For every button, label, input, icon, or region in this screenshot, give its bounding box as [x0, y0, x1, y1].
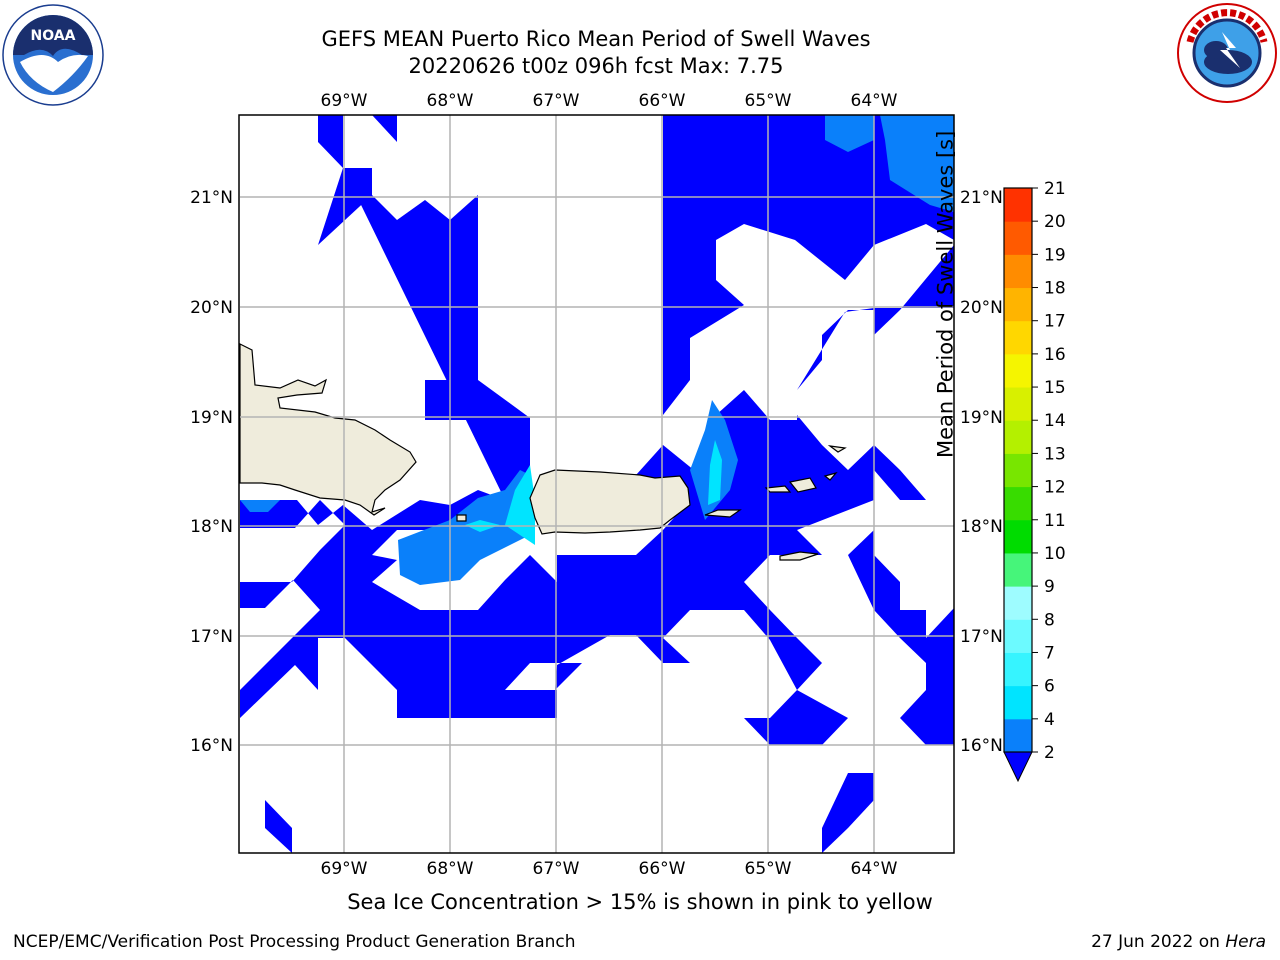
lon-tick-label: 64°W	[851, 859, 898, 879]
lon-tick-label: 67°W	[533, 91, 580, 111]
colorbar-segment	[1004, 420, 1032, 454]
colorbar-segment	[1004, 221, 1032, 255]
colorbar-segment	[1004, 586, 1032, 620]
map-frame	[238, 114, 955, 854]
colorbar-tick-label: 18	[1044, 279, 1066, 299]
sea-ice-caption: Sea Ice Concentration > 15% is shown in …	[347, 890, 933, 914]
lon-tick-label: 64°W	[851, 91, 898, 111]
lat-tick-label: 21°N	[190, 188, 233, 208]
colorbar-tick-label: 13	[1044, 444, 1066, 464]
colorbar-segment	[1004, 287, 1032, 322]
lat-tick-label: 17°N	[960, 627, 1003, 647]
colorbar-tick-label: 14	[1044, 411, 1066, 431]
map-subtitle: 20220626 t00z 096h fcst Max: 7.75	[408, 54, 784, 78]
map-grid	[240, 115, 954, 853]
nws-logo	[1177, 3, 1277, 103]
colorbar-segment	[1004, 519, 1032, 554]
st-croix-island	[779, 551, 819, 561]
colorbar-tick-label: 15	[1044, 378, 1066, 398]
colorbar-tick-label: 6	[1044, 677, 1055, 697]
anegada-island	[827, 445, 847, 453]
colorbar-outline	[1003, 187, 1033, 753]
lat-tick-label: 20°N	[190, 298, 233, 318]
lat-tick-label: 19°N	[190, 408, 233, 428]
map-title: GEFS MEAN Puerto Rico Mean Period of Swe…	[321, 27, 871, 51]
virgin-islands-2	[788, 477, 817, 493]
lat-tick-label: 21°N	[960, 188, 1003, 208]
colorbar-tick-label: 16	[1044, 345, 1066, 365]
lon-tick-label: 67°W	[533, 859, 580, 879]
lat-tick-label: 19°N	[960, 408, 1003, 428]
lon-tick-label: 68°W	[427, 91, 474, 111]
lon-tick-label: 69°W	[321, 859, 368, 879]
noaa-logo-text: NOAA	[31, 28, 76, 44]
colorbar-ticks: 2 4 6 7 8 9 10 11 12 13 14 15 16 17 18 19 20 21	[1032, 179, 1066, 763]
colorbar-tick-label: 17	[1044, 312, 1066, 332]
lon-ticks-bottom: 69°W 68°W 67°W 66°W 65°W 64°W	[321, 859, 898, 879]
vieques-island	[704, 509, 742, 518]
colorbar-segment	[1004, 353, 1032, 388]
colorbar-segment	[1004, 685, 1032, 720]
colorbar-tick-label: 11	[1044, 511, 1066, 531]
colorbar-label: Mean Period of Swell Waves [s]	[933, 130, 958, 458]
lat-tick-label: 20°N	[960, 298, 1003, 318]
colorbar-segment	[1004, 320, 1032, 355]
lon-tick-label: 65°W	[745, 91, 792, 111]
footer-host: Hera	[1225, 932, 1266, 952]
sombrero-island	[823, 471, 838, 481]
swell-under-range-area	[240, 115, 954, 853]
noaa-logo: NOAA	[2, 4, 104, 106]
colorbar-tick-label: 19	[1044, 245, 1066, 265]
land-areas	[239, 343, 847, 561]
lat-tick-label: 17°N	[190, 627, 233, 647]
swell-2-4s-area	[240, 115, 954, 585]
colorbar-segment	[1004, 552, 1032, 587]
footer-date: 27 Jun 2022 on Hera	[1091, 932, 1266, 952]
puerto-rico-land	[529, 469, 691, 535]
hispaniola-land	[239, 343, 417, 516]
lon-tick-label: 65°W	[745, 859, 792, 879]
lon-tick-label: 68°W	[427, 859, 474, 879]
colorbar-tick-label: 20	[1044, 212, 1066, 232]
lon-tick-label: 69°W	[321, 91, 368, 111]
mona-island	[456, 514, 467, 522]
lat-tick-label: 18°N	[190, 517, 233, 537]
lat-tick-label: 16°N	[960, 736, 1003, 756]
colorbar-tick-label: 8	[1044, 610, 1055, 630]
lon-ticks-top: 69°W 68°W 67°W 66°W 65°W 64°W	[321, 91, 898, 111]
colorbar: 2 4 6 7 8 9 10 11 12 13 14 15 16 17 18 19 20 21	[1003, 179, 1066, 783]
colorbar-tick-label: 21	[1044, 179, 1066, 199]
lat-ticks-left: 21°N 20°N 19°N 18°N 17°N 16°N	[190, 188, 233, 756]
colorbar-segment	[1004, 652, 1032, 687]
colorbar-tick-label: 2	[1044, 743, 1055, 763]
lat-tick-label: 16°N	[190, 736, 233, 756]
swell-period-field	[239, 115, 954, 853]
colorbar-segment	[1004, 718, 1032, 753]
colorbar-segment	[1004, 453, 1032, 488]
colorbar-segment	[1004, 188, 1032, 222]
colorbar-segment	[1004, 486, 1032, 521]
lon-tick-label: 66°W	[639, 859, 686, 879]
colorbar-segment	[1004, 619, 1032, 653]
colorbar-tick-label: 9	[1044, 577, 1055, 597]
lat-ticks-right: 21°N 20°N 19°N 18°N 17°N 16°N	[960, 188, 1003, 756]
colorbar-tick-label: 7	[1044, 643, 1055, 663]
colorbar-tick-label: 12	[1044, 478, 1066, 498]
colorbar-tick-label: 10	[1044, 544, 1066, 564]
colorbar-segment	[1004, 254, 1032, 289]
colorbar-segment	[1004, 387, 1032, 421]
colorbar-tick-label: 4	[1044, 710, 1055, 730]
footer-credit: NCEP/EMC/Verification Post Processing Pr…	[13, 932, 576, 952]
lat-tick-label: 18°N	[960, 517, 1003, 537]
footer-date-text: 27 Jun 2022 on	[1091, 932, 1226, 952]
colorbar-segments	[1004, 188, 1032, 753]
lon-tick-label: 66°W	[639, 91, 686, 111]
colorbar-under-triangle	[1003, 751, 1033, 783]
